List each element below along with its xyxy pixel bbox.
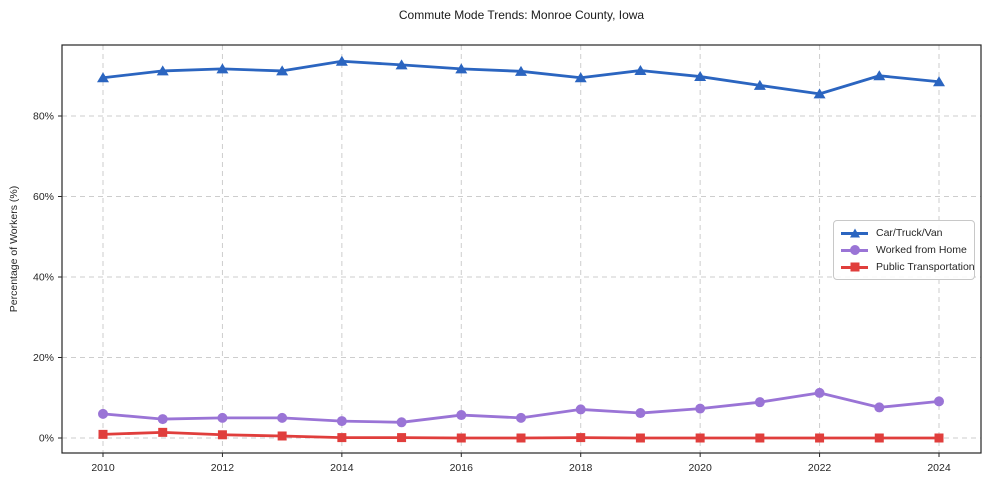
marker-public-transportation <box>397 433 407 443</box>
y-tick-label: 80% <box>33 111 54 123</box>
plot-frame <box>61 44 982 454</box>
marker-public-transportation <box>695 433 705 443</box>
marker-worked-from-home <box>157 414 168 425</box>
marker-car-truck-van <box>694 71 707 82</box>
marker-car-truck-van <box>813 88 826 99</box>
marker-public-transportation <box>755 433 765 443</box>
marker-car-truck-van <box>156 65 169 76</box>
chart-title: Commute Mode Trends: Monroe County, Iowa <box>398 8 645 22</box>
marker-car-truck-van <box>933 76 945 87</box>
legend-swatch-square-icon <box>841 261 868 273</box>
x-tick-label: 2014 <box>330 462 354 474</box>
marker-public-transportation <box>815 433 825 443</box>
y-tick-label: 60% <box>33 191 54 203</box>
legend-entry-public-transportation: Public Transportation <box>841 260 975 274</box>
marker-public-transportation <box>456 433 466 443</box>
marker-worked-from-home <box>874 402 885 413</box>
x-tick-label: 2012 <box>211 462 235 474</box>
marker-car-truck-van <box>335 55 348 66</box>
triangle-marker-icon <box>849 228 860 238</box>
marker-public-transportation <box>874 433 884 443</box>
square-marker-icon <box>850 262 859 272</box>
x-tick-label: 2022 <box>808 462 832 474</box>
circle-marker-icon <box>849 245 860 255</box>
marker-public-transportation <box>516 433 526 443</box>
x-tick-label: 2018 <box>569 462 593 474</box>
marker-public-transportation <box>158 427 168 437</box>
marker-public-transportation <box>576 433 586 443</box>
marker-worked-from-home <box>575 404 586 415</box>
marker-worked-from-home <box>98 408 108 419</box>
marker-car-truck-van <box>455 63 468 74</box>
marker-car-truck-van <box>634 65 647 76</box>
marker-worked-from-home <box>277 412 288 423</box>
legend-entry-worked-from-home: Worked from Home <box>841 243 967 257</box>
legend-label: Public Transportation <box>876 261 975 273</box>
marker-worked-from-home <box>754 397 765 408</box>
marker-worked-from-home <box>635 408 646 419</box>
marker-car-truck-van <box>276 65 289 76</box>
marker-car-truck-van <box>515 65 527 76</box>
marker-public-transportation <box>98 429 108 439</box>
marker-worked-from-home <box>456 410 467 421</box>
marker-car-truck-van <box>873 70 886 81</box>
marker-worked-from-home <box>695 403 706 414</box>
marker-car-truck-van <box>216 63 229 74</box>
marker-car-truck-van <box>574 72 587 83</box>
x-tick-label: 2016 <box>450 462 474 474</box>
y-tick-label: 40% <box>33 272 54 284</box>
legend-label: Worked from Home <box>876 244 967 256</box>
y-tick-label: 0% <box>39 433 54 445</box>
y-tick-label: 20% <box>33 352 54 364</box>
marker-car-truck-van <box>753 79 766 90</box>
marker-public-transportation <box>277 431 287 441</box>
legend: Car/Truck/Van Worked from Home Public Tr… <box>833 220 975 280</box>
legend-swatch-triangle-icon <box>841 227 868 239</box>
x-tick-label: 2024 <box>927 462 951 474</box>
marker-public-transportation <box>217 430 227 440</box>
marker-worked-from-home <box>516 412 526 423</box>
legend-swatch-circle-icon <box>841 244 868 256</box>
marker-public-transportation <box>635 433 645 443</box>
marker-worked-from-home <box>336 416 347 427</box>
marker-worked-from-home <box>814 387 825 398</box>
marker-worked-from-home <box>217 412 228 423</box>
marker-worked-from-home <box>396 417 407 428</box>
marker-car-truck-van <box>395 59 408 70</box>
legend-label: Car/Truck/Van <box>876 227 943 239</box>
marker-worked-from-home <box>934 396 944 407</box>
x-tick-label: 2020 <box>688 462 712 474</box>
marker-public-transportation <box>337 433 347 443</box>
legend-entry-car-truck-van: Car/Truck/Van <box>841 226 967 240</box>
x-tick-label: 2010 <box>91 462 115 474</box>
marker-car-truck-van <box>97 72 109 83</box>
marker-public-transportation <box>934 433 944 443</box>
